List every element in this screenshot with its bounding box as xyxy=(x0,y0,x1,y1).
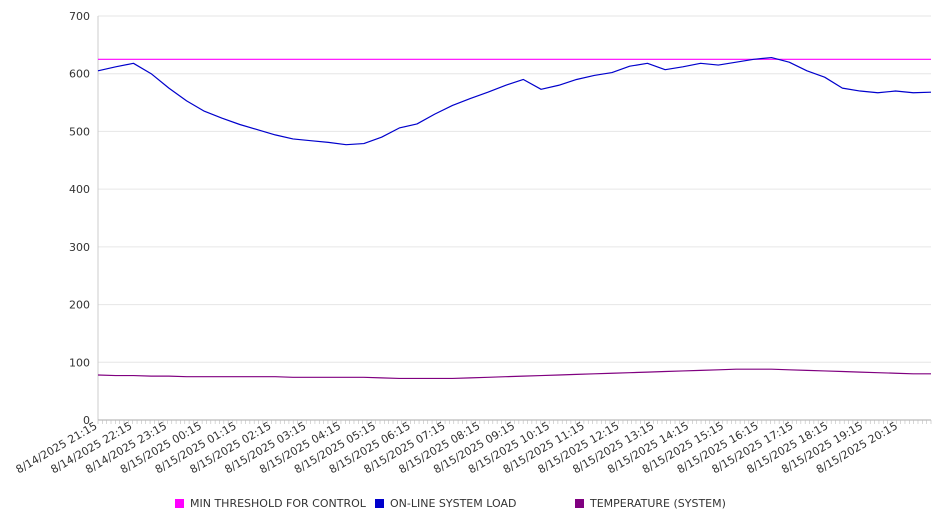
y-tick-label-5: 500 xyxy=(69,125,90,138)
legend-swatch-temperature xyxy=(575,499,584,508)
series-line-2 xyxy=(97,368,931,380)
y-tick-label-3: 300 xyxy=(69,241,90,254)
legend-swatch-min-threshold xyxy=(175,499,184,508)
y-tick-label-2: 200 xyxy=(69,299,90,312)
legend-item-system-load[interactable]: ON-LINE SYSTEM LOAD xyxy=(375,497,516,510)
y-tick-label-7: 700 xyxy=(69,10,90,23)
legend-label-system-load: ON-LINE SYSTEM LOAD xyxy=(390,497,517,510)
legend-item-temperature[interactable]: TEMPERATURE (SYSTEM) xyxy=(575,497,726,510)
y-tick-label-4: 400 xyxy=(69,183,90,196)
series-line-1 xyxy=(97,56,932,146)
legend-label-min-threshold: MIN THRESHOLD FOR CONTROL xyxy=(190,497,366,510)
y-tick-label-6: 600 xyxy=(69,68,90,81)
legend-swatch-system-load xyxy=(375,499,384,508)
chart-legend: MIN THRESHOLD FOR CONTROL ON-LINE SYSTEM… xyxy=(0,497,946,515)
y-tick-label-1: 100 xyxy=(69,356,90,369)
y-tick-label-0: 0 xyxy=(83,414,90,427)
legend-label-temperature: TEMPERATURE (SYSTEM) xyxy=(590,497,726,510)
legend-item-min-threshold[interactable]: MIN THRESHOLD FOR CONTROL xyxy=(175,497,366,510)
